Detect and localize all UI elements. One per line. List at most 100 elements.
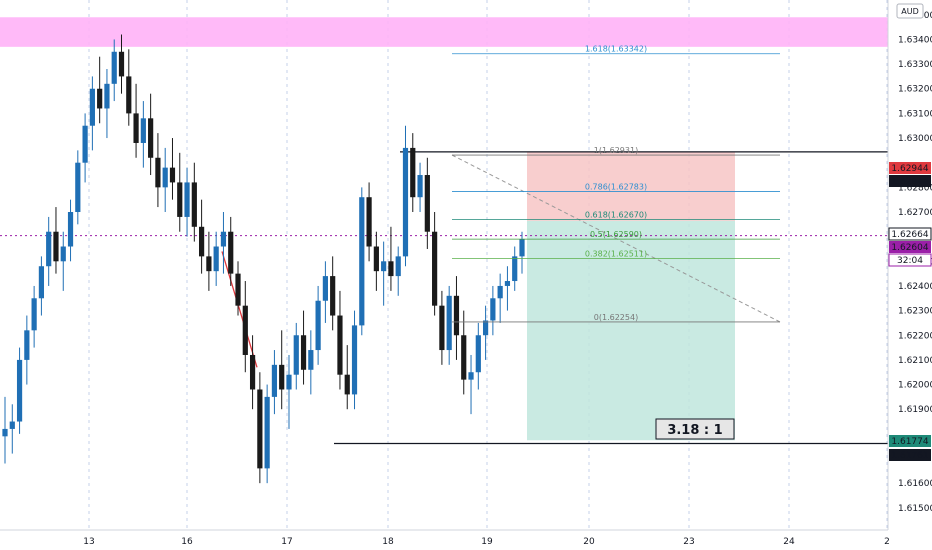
candle-body bbox=[315, 300, 321, 351]
zones bbox=[0, 17, 888, 441]
candle-body bbox=[162, 167, 168, 188]
candle-body bbox=[279, 364, 285, 390]
candle-body bbox=[213, 246, 219, 272]
price-tick: 1.62700 bbox=[898, 208, 932, 218]
fib-level-label: 1(1.62931) bbox=[594, 146, 638, 155]
drawings bbox=[0, 151, 888, 445]
candle-body bbox=[111, 51, 117, 84]
price-tick: 1.61600 bbox=[898, 479, 932, 489]
price-tick: 1.63000 bbox=[898, 134, 932, 144]
time-axis[interactable]: 13 16 17 18 19 20 23 24 2 bbox=[0, 529, 932, 550]
candle-body bbox=[46, 231, 52, 267]
candle-body bbox=[359, 197, 365, 326]
price-tick: 1.62000 bbox=[898, 381, 932, 391]
price-badge bbox=[889, 435, 931, 447]
candle-body bbox=[257, 389, 263, 469]
candle-body bbox=[118, 51, 125, 77]
candle-body bbox=[242, 305, 248, 355]
candle-body bbox=[126, 76, 132, 114]
candle-body bbox=[330, 276, 336, 316]
price-badge bbox=[889, 175, 931, 187]
fib-level-label: 1.618(1.63342) bbox=[585, 45, 647, 54]
candle-body bbox=[402, 147, 409, 257]
price-tick: 1.63300 bbox=[898, 60, 932, 70]
price-tick: 1.61900 bbox=[898, 405, 932, 415]
candle-body bbox=[351, 325, 358, 395]
candles bbox=[2, 34, 525, 484]
price-badge-label: 1.62944 bbox=[891, 164, 928, 174]
time-tick: 19 bbox=[481, 537, 493, 547]
fib-level-label: 0.786(1.62783) bbox=[585, 183, 647, 192]
price-tick: 1.63200 bbox=[898, 85, 932, 95]
candle-body bbox=[482, 320, 489, 336]
price-badge-label: 32:04 bbox=[897, 256, 923, 266]
candle-body bbox=[228, 231, 234, 274]
candle-body bbox=[519, 239, 525, 257]
candle-body bbox=[497, 285, 503, 299]
price-badges: 1.62944 1.62944 1.62664 1.62604 32:04 1.61774… bbox=[888, 162, 932, 461]
candle-body bbox=[461, 335, 467, 380]
price-tick: 1.62100 bbox=[898, 356, 932, 366]
candle-body bbox=[82, 125, 88, 163]
candle-body bbox=[2, 428, 8, 437]
candle-body bbox=[206, 256, 212, 272]
candle-body bbox=[366, 197, 372, 247]
candle-body bbox=[381, 261, 387, 272]
candle-body bbox=[439, 305, 445, 351]
candle-body bbox=[293, 335, 299, 375]
candle-body bbox=[395, 256, 401, 277]
candle-body bbox=[490, 298, 496, 321]
time-tick: 2 bbox=[884, 537, 890, 547]
candle-body bbox=[235, 273, 241, 306]
candle-body bbox=[300, 335, 307, 370]
price-badge-label: 1.61774 bbox=[891, 437, 928, 447]
fib-level-label: 0.5(1.62590) bbox=[590, 230, 642, 239]
candle-body bbox=[31, 298, 37, 331]
time-tick: 24 bbox=[783, 537, 795, 547]
candle-body bbox=[388, 261, 394, 277]
candle-body bbox=[104, 83, 110, 109]
candle-body bbox=[446, 295, 452, 351]
supply-zone bbox=[0, 17, 888, 47]
candle-body bbox=[133, 113, 139, 143]
candle-body bbox=[512, 256, 518, 282]
price-badge-label: 1.62664 bbox=[891, 230, 928, 240]
price-badge-label: 1.61761 bbox=[891, 451, 928, 461]
time-tick: 18 bbox=[382, 537, 394, 547]
candle-body bbox=[286, 374, 292, 390]
price-badge bbox=[889, 241, 931, 253]
risk-reward-box[interactable]: 3.18 : 1 bbox=[655, 418, 735, 440]
fib-level-label: 0(1.62254) bbox=[594, 313, 638, 322]
currency-badge[interactable]: AUD bbox=[896, 3, 924, 19]
candle-body bbox=[373, 246, 379, 272]
time-tick: 23 bbox=[683, 537, 694, 547]
candle-body bbox=[148, 118, 154, 158]
candle-body bbox=[337, 315, 343, 375]
candle-body bbox=[453, 295, 460, 336]
currency-box bbox=[896, 3, 924, 19]
candle-body bbox=[191, 182, 197, 227]
fib-levels: 1.618(1.63342) 1(1.62931) 0.786(1.62783) 0.… bbox=[452, 45, 780, 323]
candle-body bbox=[38, 266, 45, 299]
candle-body bbox=[53, 231, 59, 262]
candle-body bbox=[169, 167, 176, 183]
time-tick: 16 bbox=[181, 537, 193, 547]
candle-body bbox=[177, 182, 183, 217]
price-badge-label: 1.62944 bbox=[891, 177, 928, 187]
candle-body bbox=[475, 335, 481, 373]
candle-body bbox=[24, 330, 30, 360]
price-tick: 1.62400 bbox=[898, 282, 932, 292]
candle-body bbox=[60, 246, 66, 262]
stop-loss-zone bbox=[527, 151, 735, 221]
candle-body bbox=[9, 421, 15, 429]
price-badge bbox=[888, 253, 932, 267]
candle-body bbox=[322, 276, 328, 301]
candle-body bbox=[249, 354, 256, 390]
candle-body bbox=[67, 212, 74, 247]
candle-body bbox=[344, 374, 350, 395]
candle-body bbox=[140, 118, 146, 143]
price-tick: 1.63400 bbox=[898, 35, 932, 45]
candle-body bbox=[432, 231, 438, 306]
candle-body bbox=[504, 281, 511, 286]
